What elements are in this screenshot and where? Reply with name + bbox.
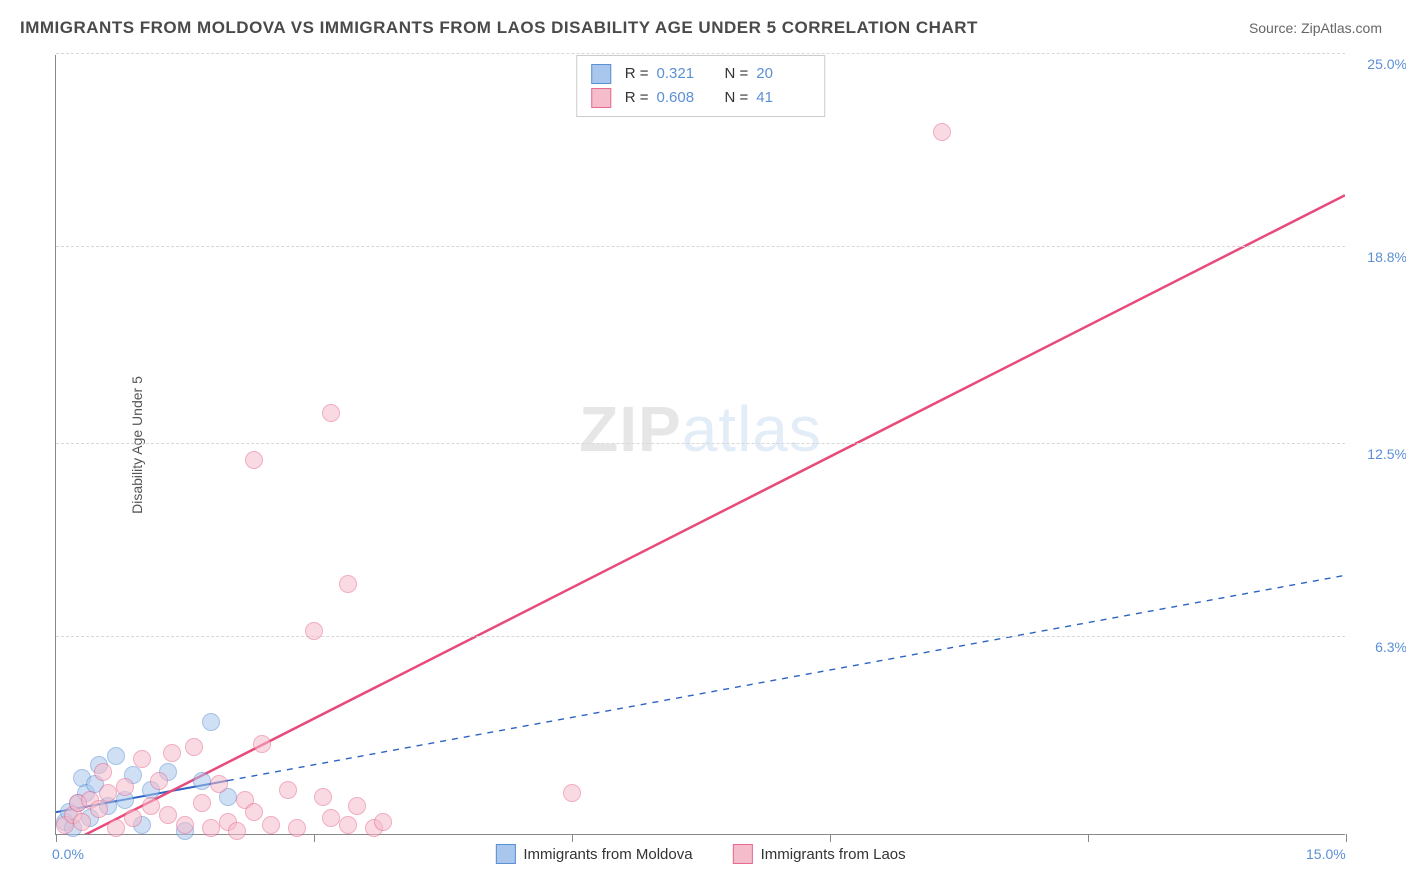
trend-lines-svg (56, 55, 1345, 834)
n-label: N = (725, 86, 749, 110)
scatter-point-laos (253, 735, 271, 753)
y-tick-label: 12.5% (1367, 446, 1406, 462)
x-tick-label: 0.0% (52, 846, 84, 862)
scatter-point-laos (90, 800, 108, 818)
source-attribution: Source: ZipAtlas.com (1249, 20, 1382, 36)
scatter-point-laos (339, 575, 357, 593)
scatter-point-laos (228, 822, 246, 840)
scatter-point-laos (150, 772, 168, 790)
watermark-zip: ZIP (579, 393, 682, 465)
scatter-point-moldova (193, 772, 211, 790)
legend-stats: R = 0.321 N = 20 R = 0.608 N = 41 (576, 55, 826, 117)
scatter-point-laos (245, 803, 263, 821)
r-value: 0.321 (657, 62, 711, 86)
scatter-point-laos (94, 763, 112, 781)
x-tick (1088, 834, 1089, 842)
scatter-point-laos (339, 816, 357, 834)
watermark: ZIPatlas (579, 392, 822, 466)
scatter-point-laos (933, 123, 951, 141)
scatter-point-laos (288, 819, 306, 837)
legend-swatch (495, 844, 515, 864)
scatter-point-laos (163, 744, 181, 762)
y-axis-label: Disability Age Under 5 (129, 376, 145, 514)
legend-swatch (733, 844, 753, 864)
x-tick (1346, 834, 1347, 842)
scatter-point-laos (314, 788, 332, 806)
scatter-point-laos (279, 781, 297, 799)
x-tick (830, 834, 831, 842)
scatter-point-laos (348, 797, 366, 815)
n-value: 41 (756, 86, 810, 110)
scatter-point-laos (305, 622, 323, 640)
r-value: 0.608 (657, 86, 711, 110)
gridline-h (56, 246, 1345, 247)
scatter-point-moldova (202, 713, 220, 731)
plot-area: Disability Age Under 5 ZIPatlas R = 0.321… (55, 55, 1345, 835)
scatter-point-moldova (107, 747, 125, 765)
scatter-point-laos (124, 809, 142, 827)
scatter-point-laos (210, 775, 228, 793)
scatter-point-laos (107, 819, 125, 837)
scatter-point-laos (262, 816, 280, 834)
r-label: R = (625, 62, 649, 86)
scatter-point-laos (185, 738, 203, 756)
r-label: R = (625, 86, 649, 110)
y-tick-label: 25.0% (1367, 56, 1406, 72)
gridline-h (56, 443, 1345, 444)
gridline-h (56, 53, 1345, 54)
n-value: 20 (756, 62, 810, 86)
scatter-point-laos (116, 778, 134, 796)
scatter-point-laos (159, 806, 177, 824)
scatter-point-laos (563, 784, 581, 802)
n-label: N = (725, 62, 749, 86)
legend-stat-row: R = 0.321 N = 20 (591, 62, 811, 86)
y-tick-label: 18.8% (1367, 249, 1406, 265)
legend-stat-row: R = 0.608 N = 41 (591, 86, 811, 110)
scatter-point-laos (73, 813, 91, 831)
x-tick (56, 834, 57, 842)
x-tick-label: 15.0% (1306, 846, 1346, 862)
watermark-atlas: atlas (682, 393, 822, 465)
legend-label: Immigrants from Moldova (523, 846, 692, 863)
y-tick-label: 6.3% (1375, 639, 1406, 655)
scatter-point-laos (245, 451, 263, 469)
legend-label: Immigrants from Laos (761, 846, 906, 863)
trendline-moldova-dashed (228, 575, 1345, 780)
legend-series: Immigrants from Moldova Immigrants from L… (495, 844, 905, 864)
scatter-point-laos (374, 813, 392, 831)
gridline-h (56, 636, 1345, 637)
scatter-point-laos (99, 784, 117, 802)
legend-swatch (591, 88, 611, 108)
scatter-point-laos (142, 797, 160, 815)
legend-item: Immigrants from Laos (733, 844, 906, 864)
scatter-point-laos (133, 750, 151, 768)
scatter-point-laos (202, 819, 220, 837)
scatter-point-laos (322, 404, 340, 422)
x-tick (314, 834, 315, 842)
legend-item: Immigrants from Moldova (495, 844, 692, 864)
legend-swatch (591, 64, 611, 84)
trendline-laos-solid (56, 195, 1345, 834)
scatter-point-laos (176, 816, 194, 834)
scatter-point-laos (193, 794, 211, 812)
chart-title: IMMIGRANTS FROM MOLDOVA VS IMMIGRANTS FR… (20, 18, 978, 38)
x-tick (572, 834, 573, 842)
scatter-point-laos (322, 809, 340, 827)
